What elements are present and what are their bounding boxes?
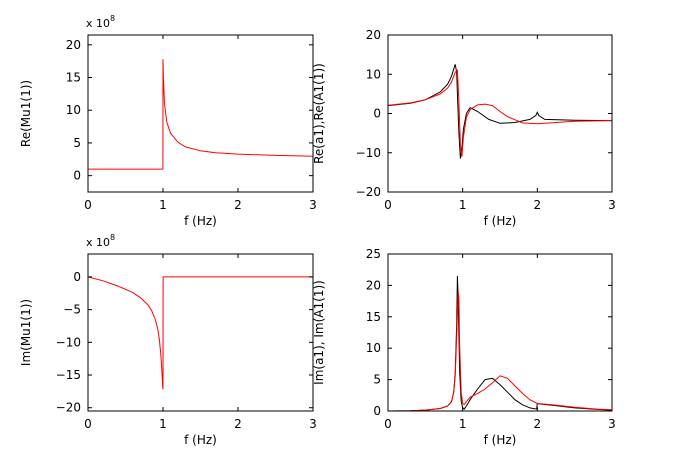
y-tick-label: 10: [366, 67, 381, 81]
subplot-2: 0 1 2 3 −20 −10 0 10 20 f (Hz) Re(a1),Re(A1(1)): [312, 28, 616, 228]
y-tick-label: 20: [366, 28, 381, 42]
x-tick-label: 1: [459, 198, 467, 212]
axis-multiplier: x 108: [86, 233, 115, 249]
x-tick-label: 2: [234, 198, 242, 212]
y-axis-label: Re(a1),Re(A1(1)): [312, 63, 326, 164]
x-tick-label: 2: [534, 417, 542, 431]
series-line-2: [388, 291, 612, 411]
x-tick-label: 2: [534, 198, 542, 212]
x-tick-label: 3: [309, 417, 317, 431]
multiplier-exponent: 8: [110, 233, 115, 242]
y-tick-label: 5: [73, 136, 81, 150]
axes-box: [387, 34, 613, 193]
x-tick-label: 1: [459, 417, 467, 431]
x-tick-label: 0: [384, 198, 392, 212]
y-tick-label: 5: [373, 373, 381, 387]
y-tick-label: 20: [366, 278, 381, 292]
x-tick-label: 1: [159, 198, 167, 212]
subplot-4: 0 1 2 3 0 5 10 15 20 25 f (Hz) Im(a1), Im(A1(1)): [312, 247, 616, 447]
axis-multiplier: x 108: [86, 14, 115, 30]
y-tick-label: 10: [366, 341, 381, 355]
x-tick-label: 2: [234, 417, 242, 431]
series-line-2: [388, 69, 612, 157]
x-axis-label: f (Hz): [484, 433, 517, 447]
multiplier-base: x 10: [86, 17, 110, 30]
subplot-3: 0 1 2 3 −20 −15 −10 −5 0 f (Hz) Im(Mu1(1)) x 108: [19, 233, 317, 447]
y-tick-label: −10: [56, 335, 81, 349]
axes-box: [87, 34, 314, 193]
y-tick-label: 0: [73, 169, 81, 183]
y-axis-label: Re(Mu1(1)): [19, 80, 33, 147]
series-line-1: [388, 275, 612, 411]
x-axis-label: f (Hz): [184, 433, 217, 447]
y-tick-label: −20: [56, 401, 81, 415]
y-tick-label: 15: [366, 310, 381, 324]
multiplier-base: x 10: [86, 236, 110, 249]
x-tick-label: 3: [309, 198, 317, 212]
x-tick-label: 3: [608, 198, 616, 212]
axes-box: [387, 253, 613, 412]
x-axis-label: f (Hz): [484, 214, 517, 228]
y-tick-label: −5: [63, 303, 81, 317]
y-tick-label: 10: [66, 103, 81, 117]
series-line-1: [88, 276, 313, 390]
y-tick-label: 0: [373, 404, 381, 418]
y-tick-label: 25: [366, 247, 381, 261]
x-axis-label: f (Hz): [184, 214, 217, 228]
x-tick-label: 3: [608, 417, 616, 431]
y-axis-label: Im(Mu1(1)): [19, 299, 33, 366]
y-tick-label: −10: [356, 146, 381, 160]
x-tick-label: 0: [384, 417, 392, 431]
series-line-1: [388, 64, 612, 159]
multiplier-exponent: 8: [110, 14, 115, 23]
y-tick-label: −20: [356, 185, 381, 199]
y-tick-label: 0: [73, 270, 81, 284]
y-tick-label: −15: [56, 368, 81, 382]
x-tick-label: 1: [159, 417, 167, 431]
subplot-1: 0 1 2 3 0 5 10 15 20 f (Hz) Re(Mu1(1)) x 108: [19, 14, 317, 228]
y-tick-label: 20: [66, 38, 81, 52]
series-line-1: [88, 59, 313, 170]
y-tick-label: 0: [373, 107, 381, 121]
x-tick-label: 0: [84, 198, 92, 212]
y-tick-label: 15: [66, 71, 81, 85]
axes-box: [87, 253, 314, 412]
y-axis-label: Im(a1), Im(A1(1)): [312, 280, 326, 385]
x-tick-label: 0: [84, 417, 92, 431]
